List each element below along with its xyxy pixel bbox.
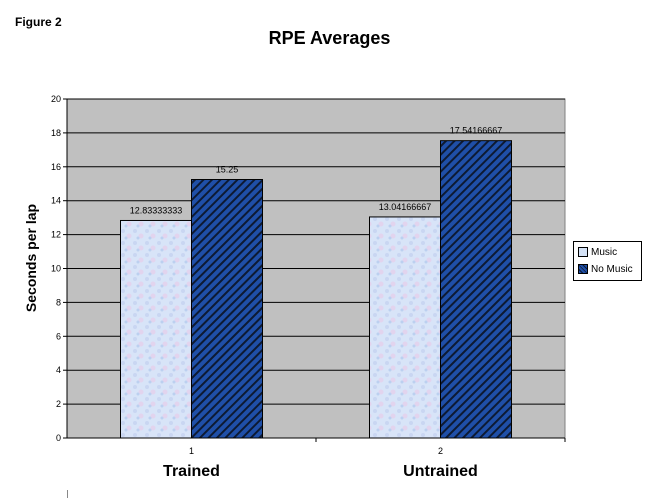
- legend-label-no-music: No Music: [591, 263, 633, 275]
- y-tick-label: 14: [51, 196, 61, 206]
- data-label: 13.04166667: [379, 202, 432, 212]
- legend-label-music: Music: [591, 246, 618, 258]
- bar-no-music-2: [440, 140, 512, 439]
- bar-music-1: [120, 219, 192, 439]
- legend-item-music: Music: [578, 246, 617, 258]
- y-tick-label: 0: [56, 433, 61, 443]
- legend-item-no-music: No Music: [578, 263, 633, 275]
- y-tick-label: 18: [51, 128, 61, 138]
- legend-swatch-music: [578, 247, 588, 257]
- figure-label: Figure 2: [15, 15, 62, 29]
- bar-no-music-1: [191, 179, 263, 439]
- y-tick-label: 8: [56, 297, 61, 307]
- bottom-tick-mark: [67, 490, 68, 498]
- y-tick-label: 4: [56, 365, 61, 375]
- y-tick-label: 2: [56, 399, 61, 409]
- group-label-trained: Trained: [163, 463, 220, 480]
- legend-swatch-no-music: [578, 264, 588, 274]
- legend: Music No Music: [573, 241, 642, 281]
- chart-title: RPE Averages: [268, 28, 391, 48]
- data-label: 12.83333333: [130, 205, 183, 215]
- x-tick-label: 2: [438, 446, 443, 456]
- y-tick-label: 10: [51, 264, 61, 274]
- y-tick-label: 6: [56, 331, 61, 341]
- y-tick-label: 20: [51, 94, 61, 104]
- bar-music-2: [369, 216, 441, 439]
- data-label: 15.25: [216, 165, 239, 175]
- x-tick-label: 1: [189, 446, 194, 456]
- data-label: 17.54166667: [450, 126, 503, 136]
- y-tick-label: 16: [51, 162, 61, 172]
- y-tick-label: 12: [51, 230, 61, 240]
- group-label-untrained: Untrained: [403, 463, 478, 480]
